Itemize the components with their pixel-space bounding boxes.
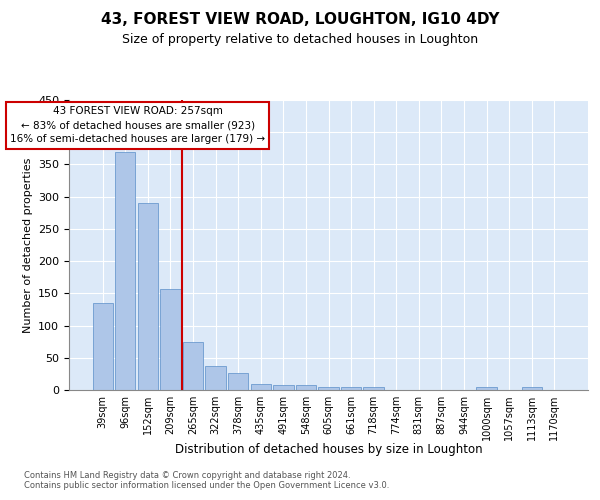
Bar <box>160 289 181 390</box>
Text: Size of property relative to detached houses in Loughton: Size of property relative to detached ho… <box>122 32 478 46</box>
Bar <box>183 342 203 390</box>
Bar <box>251 384 271 390</box>
Text: Contains HM Land Registry data © Crown copyright and database right 2024.: Contains HM Land Registry data © Crown c… <box>24 470 350 480</box>
Bar <box>521 388 542 390</box>
Text: Contains public sector information licensed under the Open Government Licence v3: Contains public sector information licen… <box>24 480 389 490</box>
Bar <box>115 152 136 390</box>
Bar <box>341 388 361 390</box>
Bar <box>92 303 113 390</box>
Bar <box>138 203 158 390</box>
Bar <box>205 366 226 390</box>
Bar <box>296 386 316 390</box>
Bar <box>273 385 293 390</box>
Text: Distribution of detached houses by size in Loughton: Distribution of detached houses by size … <box>175 442 482 456</box>
Text: 43 FOREST VIEW ROAD: 257sqm
← 83% of detached houses are smaller (923)
16% of se: 43 FOREST VIEW ROAD: 257sqm ← 83% of det… <box>10 106 265 144</box>
Bar <box>319 387 338 390</box>
Bar <box>228 372 248 390</box>
Bar <box>364 388 384 390</box>
Y-axis label: Number of detached properties: Number of detached properties <box>23 158 32 332</box>
Text: 43, FOREST VIEW ROAD, LOUGHTON, IG10 4DY: 43, FOREST VIEW ROAD, LOUGHTON, IG10 4DY <box>101 12 499 28</box>
Bar <box>476 388 497 390</box>
